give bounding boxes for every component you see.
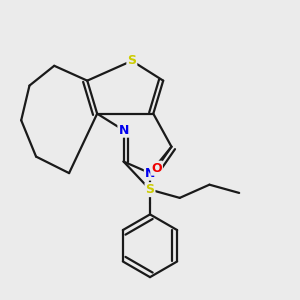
Text: N: N: [145, 167, 155, 180]
Text: N: N: [118, 124, 129, 137]
Text: O: O: [151, 162, 162, 175]
Text: S: S: [127, 54, 136, 67]
Text: S: S: [146, 183, 154, 196]
